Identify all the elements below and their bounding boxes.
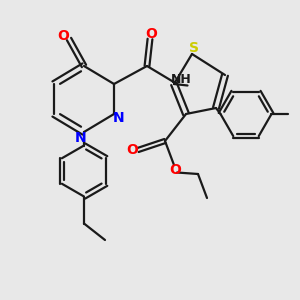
Text: N: N [113, 112, 124, 125]
Text: S: S [188, 41, 199, 55]
Text: O: O [126, 143, 138, 157]
Text: NH: NH [171, 73, 192, 86]
Text: O: O [146, 28, 158, 41]
Text: O: O [169, 163, 181, 176]
Text: N: N [75, 131, 87, 145]
Text: O: O [57, 29, 69, 43]
